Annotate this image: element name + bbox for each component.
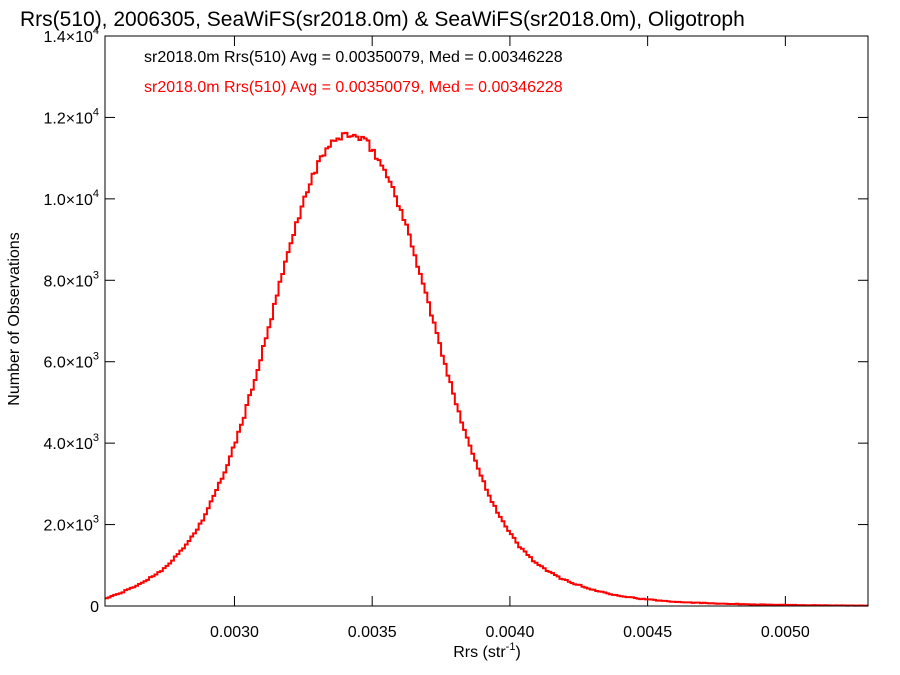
y-tick-exponent: 4 bbox=[93, 106, 99, 118]
y-axis-ticks: 02.0×1034.0×1036.0×1038.0×1031.0×1041.2×… bbox=[43, 25, 868, 616]
plot-frame bbox=[104, 35, 869, 607]
x-tick-label: 0.0030 bbox=[210, 624, 259, 641]
y-tick-exponent: 4 bbox=[93, 25, 99, 37]
y-tick-label: 1.0×104 bbox=[43, 188, 99, 209]
y-tick-mantissa: 1.0×10 bbox=[43, 192, 92, 209]
y-tick-mantissa: 4.0×10 bbox=[43, 436, 92, 453]
y-tick-label: 8.0×103 bbox=[43, 269, 99, 290]
annotation-red: sr2018.0m Rrs(510) Avg = 0.00350079, Med… bbox=[144, 79, 563, 96]
y-tick-mantissa: 2.0×10 bbox=[43, 518, 92, 535]
y-tick-exponent: 3 bbox=[93, 514, 99, 526]
histogram-series-line bbox=[105, 131, 868, 607]
y-tick-mantissa: 1.4×10 bbox=[43, 29, 92, 46]
y-tick-label: 1.4×104 bbox=[43, 25, 99, 46]
y-tick-exponent: 3 bbox=[93, 432, 99, 444]
y-tick-mantissa: 0 bbox=[90, 599, 99, 616]
y-tick-mantissa: 8.0×10 bbox=[43, 273, 92, 290]
x-axis-label: Rrs (str-1) bbox=[453, 641, 521, 661]
x-axis-ticks: 0.0030 0.0035 0.0040 0.0045 0.0050 bbox=[210, 36, 810, 641]
annotation-black: sr2018.0m Rrs(510) Avg = 0.00350079, Med… bbox=[144, 49, 563, 66]
y-tick-exponent: 3 bbox=[93, 351, 99, 363]
y-tick-label: 0 bbox=[90, 599, 99, 616]
y-tick-label: 2.0×103 bbox=[43, 514, 99, 535]
y-tick-mantissa: 6.0×10 bbox=[43, 355, 92, 372]
x-tick-label: 0.0040 bbox=[485, 624, 534, 641]
chart-title: Rrs(510), 2006305, SeaWiFS(sr2018.0m) & … bbox=[20, 8, 745, 31]
y-tick-label: 1.2×104 bbox=[43, 106, 99, 127]
x-axis-label-sup: -1 bbox=[506, 641, 516, 653]
y-tick-exponent: 3 bbox=[93, 269, 99, 281]
y-tick-mantissa: 1.2×10 bbox=[43, 110, 92, 127]
x-tick-label: 0.0050 bbox=[761, 624, 810, 641]
y-tick-label: 6.0×103 bbox=[43, 351, 99, 372]
y-tick-label: 4.0×103 bbox=[43, 432, 99, 453]
x-axis-label-main: Rrs (str bbox=[453, 644, 506, 661]
y-tick-exponent: 4 bbox=[93, 188, 99, 200]
y-axis-label: Number of Observations bbox=[6, 232, 23, 405]
x-axis-label-end: ) bbox=[515, 644, 520, 661]
x-tick-label: 0.0045 bbox=[623, 624, 672, 641]
x-tick-label: 0.0035 bbox=[348, 624, 397, 641]
